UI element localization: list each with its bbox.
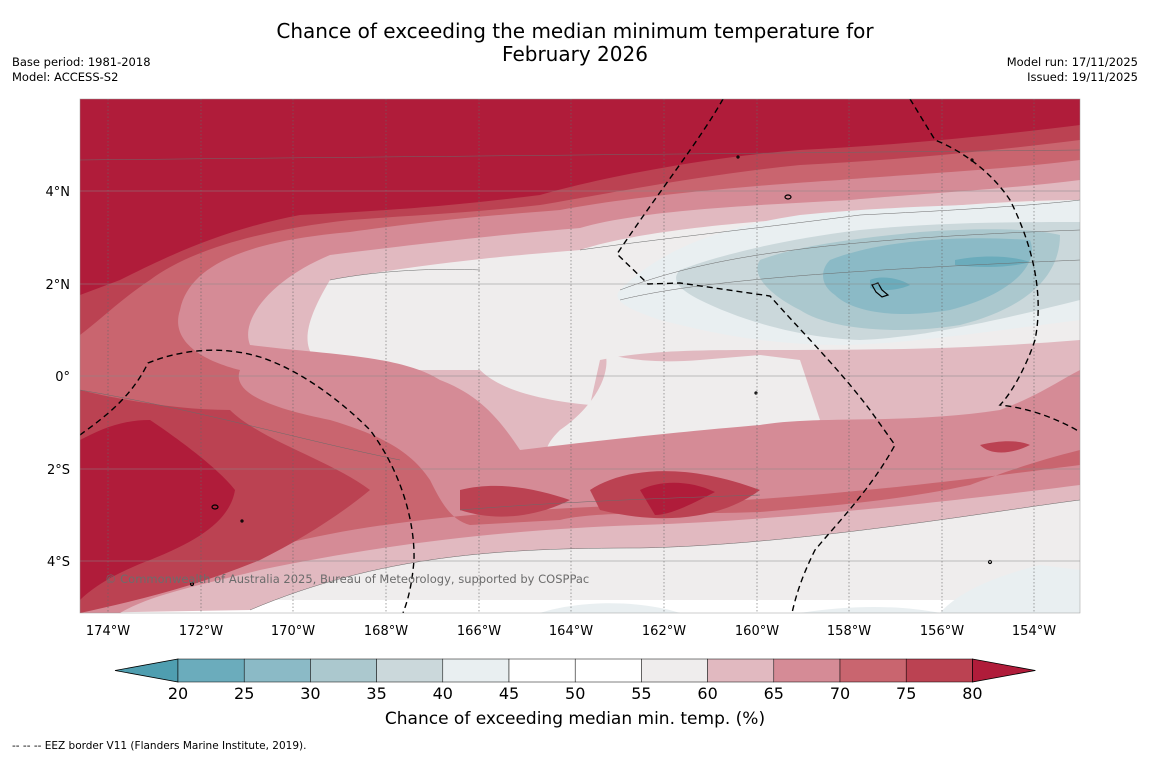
latitude-label: 0° (55, 370, 70, 385)
colorbar-label: Chance of exceeding median min. temp. (%… (384, 709, 766, 729)
colorbar-tick-label: 75 (896, 684, 916, 703)
probability-contours (80, 99, 1080, 613)
longitude-label: 164°W (549, 624, 593, 639)
colorbar-segment (574, 658, 642, 683)
copyright-notice: © Commonwealth of Australia 2025, Bureau… (105, 572, 589, 586)
longitude-label: 156°W (920, 624, 964, 639)
colorbar-segment (442, 658, 510, 683)
latitude-labels: 4°N 2°N 0° 2°S 4°S (46, 185, 71, 570)
eez-legend-note: -- -- -- EEZ border V11 (Flanders Marine… (12, 740, 307, 752)
base-period: Base period: 1981-2018 (12, 55, 151, 69)
longitude-label: 154°W (1012, 624, 1056, 639)
longitude-label: 174°W (86, 624, 130, 639)
colorbar-segment (243, 658, 311, 683)
latitude-label: 4°N (46, 185, 71, 200)
colorbar-tick-label: 45 (499, 684, 519, 703)
longitude-label: 162°W (642, 624, 686, 639)
colorbar-segment (177, 658, 245, 683)
colorbar-segment (839, 658, 907, 683)
longitude-label: 168°W (364, 624, 408, 639)
colorbar-tick-label: 20 (168, 684, 188, 703)
colorbar-tick-label: 55 (631, 684, 651, 703)
metadata-right: Model run: 17/11/2025 Issued: 19/11/2025 (1007, 55, 1138, 85)
latitude-label: 2°N (46, 278, 71, 293)
colorbar-extend-low (114, 658, 179, 683)
longitude-labels: 174°W 172°W 170°W 168°W 166°W 164°W 162°W 160°W… (86, 624, 1056, 639)
colorbar-tick-label: 65 (764, 684, 784, 703)
longitude-label: 172°W (179, 624, 223, 639)
model-name: Model: ACCESS-S2 (12, 70, 119, 84)
map-title-line1: Chance of exceeding the median minimum t… (276, 19, 874, 43)
map-title-line2: February 2026 (502, 42, 648, 66)
colorbar-tick-label: 60 (697, 684, 717, 703)
latitude-label: 2°S (47, 463, 70, 478)
longitude-label: 170°W (271, 624, 315, 639)
latitude-label: 4°S (47, 555, 70, 570)
colorbar-tick-label: 30 (300, 684, 320, 703)
metadata-left: Base period: 1981-2018 Model: ACCESS-S2 (12, 55, 151, 85)
eez-border (80, 99, 1080, 613)
longitude-label: 166°W (457, 624, 501, 639)
colorbar-tick-label: 40 (433, 684, 453, 703)
colorbar-segment (707, 658, 775, 683)
issued-date: Issued: 19/11/2025 (1027, 70, 1138, 84)
colorbar-tick-label: 25 (234, 684, 254, 703)
colorbar-tick-label: 35 (366, 684, 386, 703)
colorbar-segment (508, 658, 576, 683)
colorbar-tick-label: 70 (830, 684, 850, 703)
colorbar-tick-label: 50 (565, 684, 585, 703)
colorbar-segment (905, 658, 973, 683)
longitude-label: 158°W (827, 624, 871, 639)
colorbar-tick-label: 80 (962, 684, 982, 703)
model-run: Model run: 17/11/2025 (1006, 55, 1138, 69)
colorbar-extend-high (972, 658, 1036, 683)
colorbar-segment (376, 658, 444, 683)
colorbar-segment (641, 658, 708, 683)
colorbar-segment (310, 658, 377, 683)
colorbar-segment (773, 658, 841, 683)
colorbar: 20 25 30 35 40 45 50 55 60 65 70 75 80 (114, 658, 1036, 703)
longitude-label: 160°W (735, 624, 779, 639)
